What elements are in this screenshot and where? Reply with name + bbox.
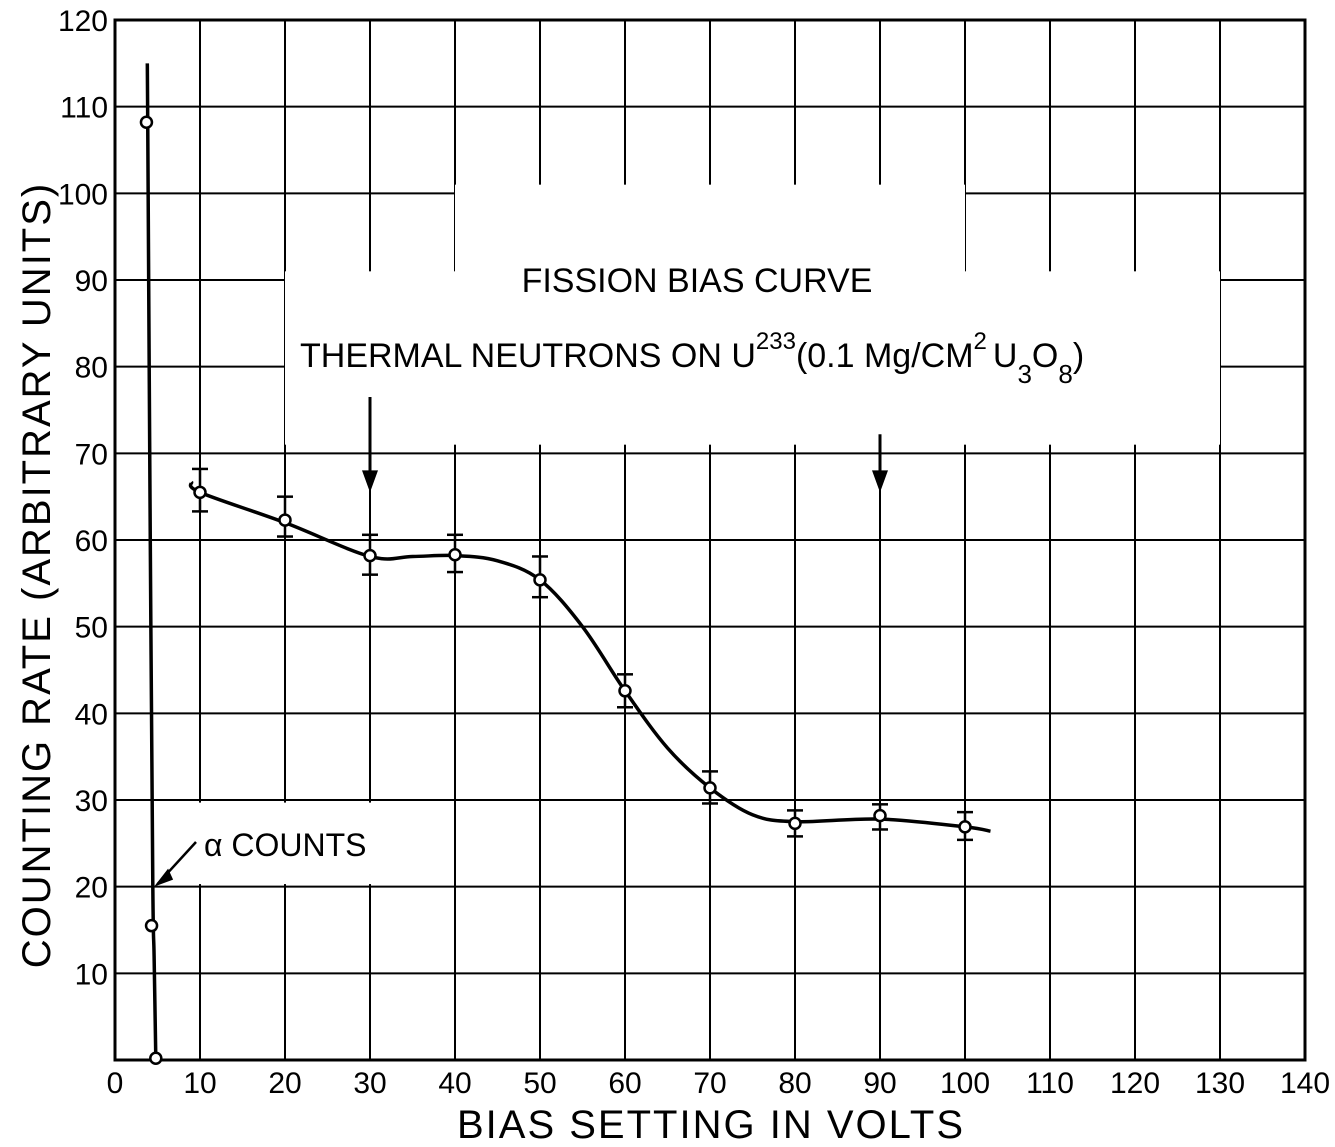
x-tick-label: 110 [1026,1067,1074,1100]
alpha-counts-label: α COUNTS [204,827,367,863]
x-tick-labels: 0 10 20 30 40 50 60 70 80 90 100 110 120 130 140 [107,1067,1330,1100]
fission-data-point [703,781,717,795]
x-tick-label: 50 [523,1067,556,1100]
bias-arrow-head [362,470,378,493]
y-tick-label: 70 [75,438,108,471]
x-tick-label: 100 [940,1067,990,1100]
subtitle-main: THERMAL NEUTRONS ON U [300,337,756,375]
subtitle-compound: U [993,337,1018,375]
y-tick-label: 30 [75,785,108,818]
x-tick-label: 60 [608,1067,641,1100]
y-tick-label: 110 [60,92,108,125]
subtitle-area-exp: 2 [974,328,987,355]
title-area: FISSION BIAS CURVE THERMAL NEUTRONS ON U… [285,184,1220,445]
subtitle-o: O [1032,337,1058,375]
x-tick-label: 40 [438,1067,471,1100]
chart-subtitle: THERMAL NEUTRONS ON U233(0.1 Mg/CM2 U3O8) [300,328,1084,389]
fission-data-point [618,684,632,698]
alpha-leader-arrowhead [154,868,174,887]
chart-title: FISSION BIAS CURVE [522,262,873,300]
alpha-data-point [139,115,154,130]
fission-data-point [278,513,292,527]
fission-data-point [958,820,972,834]
title-background-top [455,184,965,280]
x-tick-label: 120 [1110,1067,1160,1100]
alpha-label-area: α COUNTS [160,802,404,885]
y-axis-label: COUNTING RATE (ARBITRARY UNITS) [15,182,59,969]
x-tick-label: 140 [1280,1067,1330,1100]
x-tick-label: 80 [778,1067,811,1100]
fission-data-point [788,816,802,831]
y-tick-label: 20 [75,872,108,905]
subtitle-sub1: 3 [1017,359,1031,389]
arrow-annotations [154,397,888,887]
y-tick-label: 40 [75,698,108,731]
alpha-data-point [144,918,159,933]
y-tick-labels: 10 20 30 40 50 60 70 80 90 100 110 120 [58,5,108,991]
y-tick-label: 90 [75,265,108,298]
fission-data-point [363,548,377,563]
y-tick-label: 60 [75,525,108,558]
x-tick-label: 30 [353,1067,386,1100]
y-tick-label: 120 [58,5,108,38]
y-tick-label: 80 [75,352,108,385]
fission-data-point [533,573,547,587]
x-tick-label: 90 [863,1067,896,1100]
y-tick-label: 50 [75,612,108,645]
bias-arrow-head [872,470,888,493]
alpha-data-point [149,1051,163,1066]
alpha-label-background [160,802,404,885]
y-tick-label: 100 [58,178,108,211]
plot-frame [113,18,1307,1062]
subtitle-close: ) [1073,337,1084,375]
title-background [285,271,1220,445]
x-axis-label: BIAS SETTING IN VOLTS [457,1103,965,1147]
subtitle-isotope: 233 [756,328,796,355]
fission-data-point [448,547,462,562]
fission-data-point [873,808,887,823]
x-tick-label: 10 [183,1067,216,1100]
x-tick-label: 20 [268,1067,301,1100]
x-tick-label: 0 [107,1067,124,1100]
x-tick-label: 130 [1195,1067,1245,1100]
subtitle-open: (0.1 Mg/CM [796,337,974,375]
fission-data-point [193,485,207,500]
fission-curve [188,480,991,833]
y-tick-label: 10 [75,958,108,991]
data-points [139,115,972,1066]
subtitle-sub2: 8 [1058,359,1072,389]
x-tick-label: 70 [693,1067,726,1100]
